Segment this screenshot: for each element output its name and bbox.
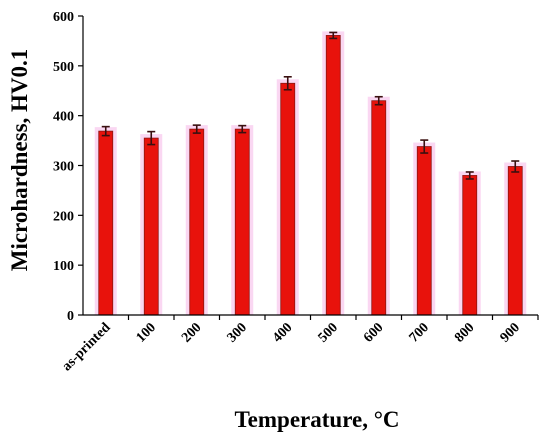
bar — [371, 100, 387, 316]
bar — [143, 137, 159, 316]
x-tick-label: 400 — [270, 320, 295, 345]
bar — [98, 130, 114, 316]
y-tick-label: 300 — [53, 160, 74, 175]
y-axis-title: Microhardness, HV0.1 — [7, 49, 32, 272]
bar — [462, 175, 478, 316]
error-bars — [101, 31, 520, 180]
x-tick-label: 600 — [361, 320, 386, 345]
x-tick-label: 200 — [179, 320, 204, 345]
bar — [280, 82, 296, 316]
y-tick-label: 500 — [53, 60, 74, 75]
bar — [325, 35, 341, 316]
y-tick-label: 100 — [53, 259, 74, 274]
x-axis-title: Temperature, °C — [234, 407, 399, 432]
y-tick-label: 200 — [53, 209, 74, 224]
x-tick-label: 100 — [134, 320, 159, 345]
x-tick-label: 900 — [498, 320, 523, 345]
y-tick-label: 400 — [53, 110, 74, 125]
bar — [234, 128, 250, 316]
x-tick-label: 700 — [407, 320, 432, 345]
x-tick-label: 800 — [452, 320, 477, 345]
x-tick-label: 300 — [225, 320, 250, 345]
y-ticks: 0 100 200 300 400 500 600 — [53, 10, 83, 324]
y-tick-label: 600 — [53, 10, 74, 25]
bar — [416, 146, 432, 316]
x-tick-label: 500 — [316, 320, 341, 345]
x-ticks: as-printed 100 200 300 400 500 600 700 800 900 — [60, 315, 539, 374]
bars — [94, 31, 527, 316]
y-tick-label: 0 — [67, 309, 74, 324]
bar — [507, 166, 523, 316]
x-tick-label: as-printed — [60, 320, 114, 374]
bar — [189, 128, 205, 316]
